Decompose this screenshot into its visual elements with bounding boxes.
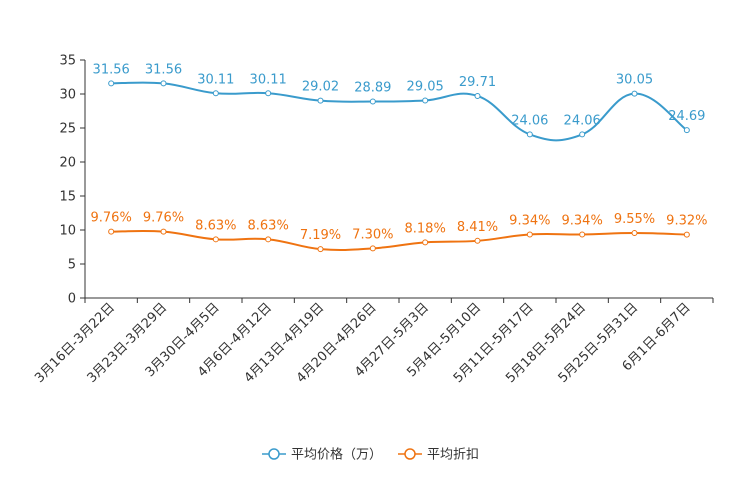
data-label: 30.05: [616, 73, 653, 88]
data-point: [212, 236, 219, 243]
data-label: 30.11: [197, 72, 234, 87]
data-point: [108, 228, 115, 235]
data-label: 29.71: [459, 75, 496, 90]
data-point: [160, 228, 167, 235]
data-label: 8.18%: [405, 221, 446, 236]
y-tick-label: 5: [68, 258, 76, 273]
data-point: [108, 80, 115, 87]
data-point: [579, 131, 586, 138]
legend-item-1[interactable]: 平均折扣: [398, 448, 479, 463]
data-label: 9.32%: [666, 214, 707, 229]
data-label: 7.19%: [300, 228, 341, 243]
data-point: [317, 246, 324, 253]
series-line-1: [111, 229, 687, 252]
legend[interactable]: 平均价格（万） 平均折扣: [262, 447, 479, 463]
series-line-0: [111, 81, 688, 142]
legend-label: 平均价格（万）: [291, 447, 382, 463]
data-points: [108, 80, 690, 253]
data-point: [422, 97, 429, 104]
y-tick-label: 15: [59, 190, 76, 205]
legend-marker-icon: [268, 448, 280, 460]
data-point: [317, 97, 324, 104]
data-point: [683, 127, 690, 134]
data-label: 9.76%: [143, 211, 184, 226]
data-point: [422, 239, 429, 246]
data-point: [265, 90, 272, 97]
data-label: 29.02: [302, 80, 339, 95]
data-label: 9.34%: [509, 213, 550, 228]
y-tick-label: 25: [59, 122, 76, 137]
data-label: 9.55%: [614, 212, 655, 227]
data-label: 8.63%: [195, 218, 236, 233]
legend-marker-icon: [404, 448, 416, 460]
y-tick-label: 10: [59, 224, 76, 239]
legend-label: 平均折扣: [427, 448, 479, 463]
data-point: [683, 231, 690, 238]
data-label: 8.63%: [248, 218, 289, 233]
data-point: [526, 231, 533, 238]
data-label: 24.06: [511, 113, 548, 128]
y-tick-label: 20: [59, 156, 76, 171]
data-point: [369, 98, 376, 105]
data-label: 24.69: [668, 109, 705, 124]
data-label: 30.11: [250, 72, 287, 87]
data-label: 8.41%: [457, 220, 498, 235]
data-label: 24.06: [564, 113, 601, 128]
data-label: 7.30%: [352, 227, 393, 242]
y-tick-label: 0: [68, 292, 76, 307]
data-point: [474, 92, 481, 99]
legend-item-0[interactable]: 平均价格（万）: [262, 447, 382, 463]
data-point: [212, 90, 219, 97]
data-label: 28.89: [354, 81, 391, 96]
data-point: [160, 80, 167, 87]
data-point: [369, 245, 376, 252]
data-point: [526, 131, 533, 138]
data-point: [474, 237, 481, 244]
data-point: [631, 90, 638, 97]
y-tick-label: 30: [59, 88, 76, 103]
data-point: [579, 231, 586, 238]
y-tick-label: 35: [59, 54, 76, 69]
data-label: 9.34%: [562, 213, 603, 228]
data-point: [631, 230, 638, 237]
data-label: 29.05: [407, 79, 444, 94]
data-labels: 31.56 31.56 30.11 30.11 29.02 28.89 29.05 29.71…: [91, 62, 708, 243]
data-label: 31.56: [93, 62, 130, 77]
data-label: 31.56: [145, 62, 182, 77]
data-point: [265, 236, 272, 243]
data-label: 9.76%: [91, 211, 132, 226]
